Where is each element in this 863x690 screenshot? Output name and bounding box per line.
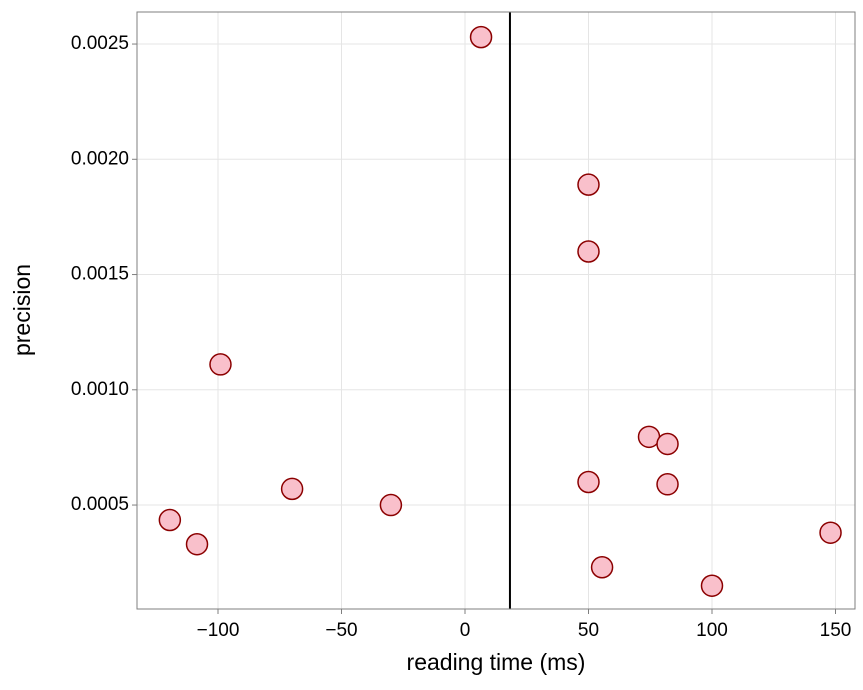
panel-border [136, 11, 856, 610]
point [280, 477, 304, 501]
point [590, 556, 614, 579]
point [577, 470, 600, 494]
point [379, 493, 403, 517]
y-tick-label: 0.0005 [71, 494, 129, 515]
point [469, 25, 493, 49]
point [577, 173, 600, 196]
point [185, 532, 209, 556]
point [700, 574, 724, 597]
point [577, 240, 600, 263]
x-tick-label: 50 [578, 620, 599, 641]
x-tick-label: −100 [197, 620, 240, 641]
y-axis-title: precision [9, 264, 35, 356]
y-tick-label: 0.0010 [71, 379, 129, 400]
y-tick-label: 0.0020 [71, 148, 129, 169]
x-tick-label: 0 [460, 620, 471, 641]
y-tick-label: 0.0025 [71, 33, 129, 54]
point [209, 353, 232, 376]
marks [158, 12, 842, 609]
y-tick-label: 0.0015 [71, 264, 129, 285]
x-tick-label: 150 [820, 620, 852, 641]
point [656, 432, 679, 456]
point [158, 508, 182, 532]
point [656, 473, 679, 496]
x-axis-title: reading time (ms) [407, 649, 586, 675]
point [819, 521, 842, 544]
x-tick-label: −50 [325, 620, 357, 641]
grid [137, 12, 855, 609]
plot-panel [137, 12, 855, 609]
x-tick-label: 100 [696, 620, 728, 641]
